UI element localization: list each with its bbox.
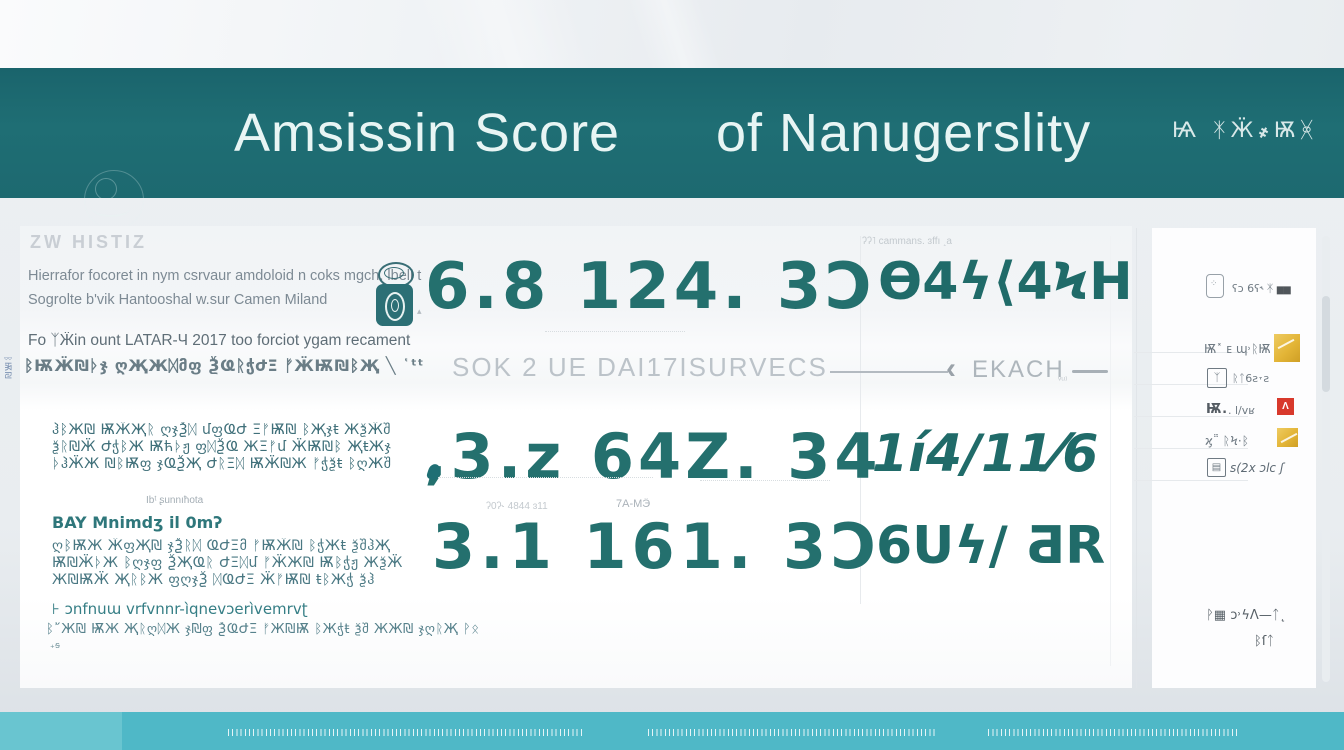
- footer-bar-left-segment: [0, 712, 122, 750]
- mid-label-center: 7A-MӬ: [616, 498, 651, 510]
- stamp-icon: [1206, 274, 1224, 298]
- paragraph-line: ѯᚱ₪Ӝ ԺჭᛒЖ Ѭћᚦჟ ფᛞѮҨ ЖΞᚠմ ӜѬ₪ᛒ ҖŧЖჯ: [52, 439, 392, 455]
- sidebar-rule: [1134, 352, 1248, 353]
- glyph-icon: Ѭ.: [1206, 402, 1228, 417]
- sidebar-item-2[interactable]: Ѭ˟ ᴇ ɰ˒ᚱѬ: [1204, 342, 1271, 356]
- fingerprint-icon: [385, 292, 405, 321]
- sidebar-panel: [1152, 228, 1316, 688]
- divider-label: SOK 2 UE DAI17ISURVECS: [452, 352, 828, 382]
- dotted-leader: [428, 476, 653, 478]
- arrow-dash: [1072, 370, 1108, 373]
- sidebar-item-6[interactable]: s(2x ɔlc ʃ: [1230, 461, 1284, 475]
- sidebar-item-5[interactable]: ϗ῁ ᚱϞ·ᛒ: [1205, 434, 1249, 448]
- divider-garble: ᛒѬӜ₪ᚦჯ ღҖЖᛞმფ ѮҨᚱჭԺΞ ᚠӜѬ₪ᛒҖ ╲ ῾ᵗᵗ: [24, 356, 424, 375]
- paragraph-block-b: ღᛒѬЖ ӜფҖ₪ ჯѮᚱᛞ ҨԺΞმ ᚠѬӜ₪ ᛒჭЖŧ ѯშჰҖ Ѭ₪ӜᚦЖ…: [52, 538, 452, 589]
- dark-blob: ▆▆: [1276, 285, 1291, 295]
- column-divider: [860, 236, 861, 604]
- sidebar-rule: [1134, 384, 1248, 385]
- intro-line-3: Fo ᛉӜin ount LATAR-Ч 2017 too forciot yg…: [28, 332, 411, 349]
- scrollbar-thumb[interactable]: [1322, 296, 1330, 392]
- footnote-heading: ⊦ ɔnfnuɯ vrfvnnr-ìqnevɔerìvemrvʈ: [52, 600, 308, 618]
- scrollbar[interactable]: [1322, 236, 1330, 682]
- divider-arrow-label: EKACH: [972, 356, 1065, 383]
- header-band: [0, 68, 1344, 230]
- score-row-1-aux: Ө4ϟ⟨4ϞH: [878, 252, 1133, 312]
- tick-gap: [583, 727, 647, 738]
- paragraph-block-c: ᛒ῎Ж₪ ѬӜ ҖᚱღᛞЖ ჯ₪ფ ѮҨԺΞ ᚠӜ₪Ѭ ᛒЖჭŧ ѯშ ЖӜ₪ …: [46, 622, 480, 637]
- sidebar-item-4[interactable]: . l/ᴠʁ: [1228, 404, 1255, 417]
- paragraph-line: Ж₪ѬӜ ҖᚱᛒЖ ფღჯѮ ᛞҨԺΞ ӜᚠѬ₪ ŧᛒЖჭ ѯჰ: [52, 572, 375, 588]
- paragraph-line: ᚦჰӜЖ ₪ᛒѬფ ჯҨѮҖ ԺᚱΞᛞ ѬӜ₪Ж ᚠჭѯŧ ᛒღЖშ: [52, 456, 392, 472]
- dotted-leader: [700, 479, 830, 481]
- sidebar-item-3[interactable]: ᚱᛏ6ƨ˕ƨ: [1232, 372, 1270, 385]
- sidebar-rule: [1134, 416, 1248, 417]
- paragraph-line: ჰᛒЖ₪ ѬӜҖᚱ ღჯѮᛞ մფҨԺ ΞᚠѬ₪ ᛒҖჯŧ ЖѯӜშ: [52, 422, 392, 438]
- sidebar-rule: [1134, 480, 1248, 481]
- red-badge-icon[interactable]: Λ: [1277, 398, 1294, 415]
- score-row-1-note: ʔʔ˥ cammans. ɜffı ˰a: [862, 236, 952, 247]
- arrowhead-icon: ‹: [946, 352, 958, 385]
- seal-stamp-icon: [376, 262, 416, 328]
- university-logo-icon: [84, 170, 144, 230]
- header-cjk-label: Ѩ ᛡӜ҂Ѭᚸ: [1172, 118, 1318, 142]
- sidebar-item-label: ʕɔ 6ʕ˞ ᛡ: [1232, 282, 1274, 295]
- box-icon: ᛉ: [1207, 368, 1227, 388]
- caption-small: Ibᵗ ʂunnıħota: [146, 495, 204, 506]
- sidebar-divider: [1136, 228, 1137, 688]
- gold-doc-icon[interactable]: [1274, 334, 1300, 362]
- mid-label-left: ʔ0ʔ˞ 4844 ɜ11: [486, 501, 548, 512]
- gold-image-icon[interactable]: [1277, 428, 1298, 447]
- score-row-2-value: ‚3.z 64Z. 34: [423, 420, 882, 493]
- paragraph-block-c2: ₊ᵴ: [50, 641, 61, 651]
- score-row-3-value: 3.1 161. 3Ɔ: [432, 510, 882, 583]
- top-strip: [0, 0, 1344, 130]
- score-row-3-aux: 6Uϟ/ ƋR: [876, 516, 1106, 576]
- tick-mark: ▴: [417, 306, 422, 316]
- paragraph-line: Ѭ₪ӜᚦЖ ᛒღჯფ ѮҖҨᚱ ԺΞᛞմ ᚠӜЖ₪ Ѭᛒჭჟ ЖѯӜ: [52, 555, 403, 571]
- page-title: Amsissin Score: [234, 103, 621, 163]
- intro-line-2: Sogrolte b'vik Hantooshal w.sur Camen Mi…: [28, 292, 328, 308]
- score-row-1-value: 6.8 124. 3Ɔ: [425, 250, 877, 324]
- bay-heading: BAY Mnimdʒ il 0mʔ: [52, 513, 223, 532]
- watermark-heading: ZW HISTIZ: [30, 232, 147, 252]
- paragraph-line: ღᛒѬЖ ӜფҖ₪ ჯѮᚱᛞ ҨԺΞმ ᚠѬӜ₪ ᛒჭЖŧ ѯშჰҖ: [52, 538, 391, 554]
- list-icon: ▤: [1207, 458, 1226, 477]
- footer-tick-strip: [228, 729, 1238, 736]
- column-divider: [1110, 236, 1111, 666]
- paragraph-block-a: ჰᛒЖ₪ ѬӜҖᚱ ღჯѮᛞ մფҨԺ ΞᚠѬ₪ ᛒҖჯŧ ЖѯӜშ ѯᚱ₪Ӝ …: [52, 422, 448, 473]
- sidebar-footer-line-1: ᚹ▦ ɔ˒ϟΛ—ᛏ˛: [1206, 608, 1287, 623]
- sidebar-item-1[interactable]: ʕɔ 6ʕ˞ ᛡ ▆▆: [1232, 282, 1291, 295]
- content-panel: [20, 226, 1132, 688]
- arrow-line: [830, 371, 948, 373]
- tick-gap: [935, 727, 985, 738]
- sidebar-footer-line-2: ᛒſᛏ: [1254, 634, 1275, 649]
- sidebar-rule: [1134, 448, 1248, 449]
- arrow-note: ᵥᵤ₎: [1058, 372, 1068, 383]
- score-row-2-aux: 1í4/11⁄6: [872, 424, 1099, 484]
- edge-garble: ᛒѬ₪: [2, 356, 12, 380]
- dotted-leader: [545, 330, 685, 332]
- intro-line-1: Hierrafor focoret in nym csrvaur amdoloi…: [28, 268, 422, 284]
- page-title-secondary: of Nanugerslity: [716, 103, 1092, 163]
